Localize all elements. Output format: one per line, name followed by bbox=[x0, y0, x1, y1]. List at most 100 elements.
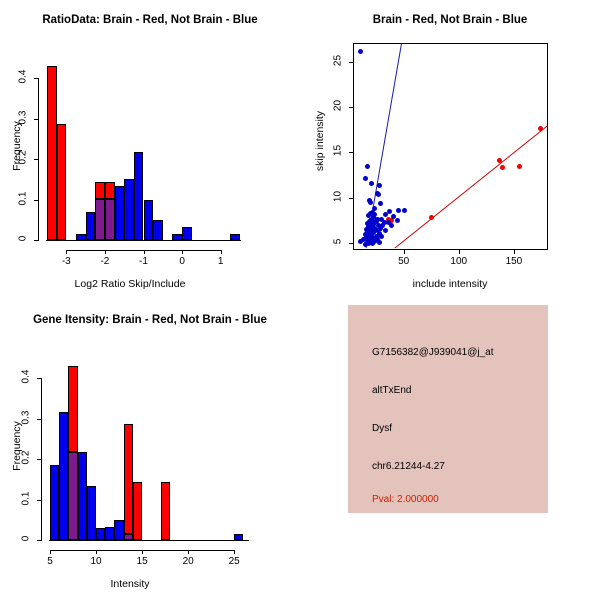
x-axis-tick-label: -1 bbox=[139, 256, 148, 267]
scatter-point-blue bbox=[373, 219, 379, 225]
x-axis-tick bbox=[66, 250, 68, 254]
scatter-point-blue bbox=[377, 225, 383, 231]
histogram-bar-red bbox=[160, 482, 170, 540]
scatter-point-red bbox=[500, 165, 506, 171]
histogram-bar-blue bbox=[77, 451, 87, 540]
info-box: G7156382@J939041@j_at altTxEnd Dysf chr6… bbox=[348, 305, 548, 513]
scatter-point-blue bbox=[372, 225, 378, 231]
fit-line bbox=[394, 125, 547, 249]
scatter-y-tick-label: 15 bbox=[332, 145, 344, 157]
y-axis-line bbox=[41, 378, 42, 541]
panel-info: G7156382@J939041@j_at altTxEnd Dysf chr6… bbox=[300, 300, 600, 600]
histogram-bar-blue bbox=[75, 233, 86, 240]
scatter-point-blue bbox=[369, 224, 375, 230]
scatter-point-red bbox=[516, 164, 522, 170]
scatter-point-blue bbox=[358, 239, 364, 245]
scatter-point-blue bbox=[379, 216, 385, 222]
ratio-histogram-xlabel: Log2 Ratio Skip/Include bbox=[74, 278, 186, 290]
info-locus: chr6.21244-4.27 bbox=[372, 461, 445, 472]
scatter-plot-frame bbox=[353, 43, 548, 250]
scatter-point-blue bbox=[376, 240, 382, 246]
scatter-point-blue bbox=[375, 192, 381, 198]
scatter-point-blue bbox=[361, 237, 367, 243]
scatter-point-blue bbox=[376, 183, 382, 189]
histogram-bar-overlap bbox=[68, 451, 78, 540]
scatter-point-blue bbox=[364, 221, 370, 227]
scatter-xlabel: include intensity bbox=[412, 278, 488, 290]
scatter-point-blue bbox=[364, 229, 370, 235]
scatter-y-tick-label: 25 bbox=[332, 54, 344, 67]
y-axis-tick bbox=[37, 418, 41, 420]
scatter-point-red bbox=[497, 157, 503, 163]
scatter-point-blue bbox=[372, 205, 378, 211]
scatter-y-tick bbox=[349, 152, 354, 154]
scatter-point-blue bbox=[382, 220, 388, 226]
scatter-point-blue bbox=[373, 233, 379, 239]
scatter-point-blue bbox=[388, 223, 394, 229]
scatter-point-blue bbox=[385, 220, 391, 226]
histogram-bar-blue bbox=[234, 533, 244, 540]
scatter-point-blue bbox=[366, 197, 372, 203]
histogram-bar-blue bbox=[114, 520, 124, 540]
x-axis-tick bbox=[234, 550, 236, 554]
gene-histogram-title: Gene Itensity: Brain - Red, Not Brain - … bbox=[33, 314, 267, 326]
scatter-point-blue bbox=[372, 212, 378, 218]
scatter-point-blue bbox=[372, 239, 378, 245]
scatter-point-blue bbox=[366, 235, 372, 241]
scatter-y-tick-label: 10 bbox=[332, 190, 344, 202]
x-axis-tick-label: -2 bbox=[100, 256, 110, 267]
scatter-point-blue bbox=[362, 232, 368, 238]
scatter-point-blue bbox=[363, 226, 369, 232]
x-axis-line bbox=[66, 250, 221, 251]
histogram-bar-red bbox=[47, 66, 57, 240]
scatter-point-blue bbox=[369, 232, 375, 238]
scatter-y-tick-label: 20 bbox=[332, 100, 344, 112]
scatter-point-blue bbox=[383, 228, 389, 234]
histogram-bar-red bbox=[56, 124, 67, 240]
scatter-title: Brain - Red, Not Brain - Blue bbox=[372, 14, 528, 26]
scatter-point-blue bbox=[386, 209, 392, 215]
scatter-point-blue bbox=[365, 241, 371, 247]
x-axis-tick bbox=[142, 550, 144, 554]
y-axis-tick bbox=[37, 499, 41, 501]
x-axis-tick-label: 10 bbox=[90, 556, 102, 567]
histogram-bar-red bbox=[104, 182, 115, 200]
scatter-point-blue bbox=[371, 222, 377, 228]
histogram-bar-blue bbox=[86, 486, 97, 540]
scatter-y-tick bbox=[349, 62, 354, 64]
y-axis-tick bbox=[34, 78, 38, 80]
info-event-type: altTxEnd bbox=[372, 385, 412, 396]
panel-ratio-histogram: RatioData: Brain - Red, Not Brain - Blue… bbox=[0, 0, 300, 300]
x-axis-tick bbox=[50, 550, 51, 554]
scatter-point-blue bbox=[391, 213, 397, 219]
histogram-bar-blue bbox=[172, 233, 183, 240]
scatter-point-blue bbox=[365, 213, 371, 219]
scatter-point-blue bbox=[365, 223, 371, 229]
x-axis-tick bbox=[182, 250, 184, 254]
x-axis-tick bbox=[188, 550, 190, 554]
ratio-histogram-title: RatioData: Brain - Red, Not Brain - Blue bbox=[42, 14, 258, 26]
x-axis-tick bbox=[104, 250, 106, 254]
scatter-point-blue bbox=[358, 48, 364, 54]
histogram-bar-blue bbox=[50, 465, 60, 540]
scatter-point-blue bbox=[394, 217, 400, 223]
x-axis-tick-label: 25 bbox=[228, 556, 240, 567]
histogram-bar-red bbox=[132, 482, 143, 540]
x-axis-tick-label: 20 bbox=[182, 556, 194, 567]
scatter-y-tick bbox=[349, 107, 354, 109]
scatter-point-red bbox=[385, 216, 391, 222]
histogram-bar-red bbox=[68, 366, 78, 452]
scatter-point-blue bbox=[371, 214, 377, 220]
y-axis-tick bbox=[37, 378, 41, 380]
scatter-point-blue bbox=[370, 219, 376, 225]
scatter-x-tick bbox=[403, 249, 405, 254]
scatter-point-blue bbox=[375, 223, 381, 229]
scatter-point-blue bbox=[369, 216, 375, 222]
scatter-x-tick bbox=[458, 249, 460, 254]
x-axis-tick bbox=[220, 250, 222, 254]
scatter-point-blue bbox=[370, 227, 376, 233]
scatter-point-blue bbox=[364, 164, 370, 170]
y-axis-tick bbox=[37, 540, 41, 541]
scatter-point-red bbox=[537, 126, 543, 132]
